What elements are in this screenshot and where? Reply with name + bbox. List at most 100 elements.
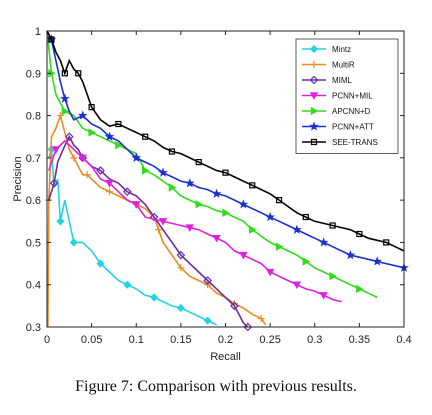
data-point (265, 211, 275, 222)
data-point (115, 140, 123, 150)
y-tick-label: 0.6 (26, 195, 41, 207)
x-axis-ticks: 0 0.05 0.1 0.15 0.2 0.25 0.3 0.35 0.4 (44, 31, 412, 346)
y-tick-label: 0.3 (26, 322, 41, 334)
x-tick-label: 0.35 (349, 334, 370, 346)
y-tick-label: 1 (35, 26, 41, 38)
data-point (123, 280, 132, 289)
data-point (239, 251, 248, 260)
x-tick-label: 0.15 (170, 334, 191, 346)
data-point (319, 292, 328, 300)
y-tick-label: 0.8 (26, 111, 41, 123)
legend-label: MIML (332, 76, 353, 85)
legend-marker (309, 44, 319, 54)
data-point (222, 169, 229, 176)
data-point (318, 237, 329, 247)
series-line (48, 134, 249, 328)
data-point (356, 284, 364, 294)
data-point (249, 182, 256, 189)
data-point (383, 239, 390, 246)
legend-label: PCNN+ATT (332, 123, 374, 132)
legend-marker (310, 106, 319, 116)
data-point (230, 301, 239, 311)
y-tick-label: 0.9 (26, 68, 41, 80)
y-axis-ticks: 0.3 0.4 0.5 0.6 0.7 0.8 0.9 1 (26, 26, 404, 334)
data-point (75, 70, 82, 77)
data-point (372, 256, 383, 266)
series-line (48, 149, 217, 326)
x-tick-label: 0.05 (81, 334, 102, 346)
data-point (345, 250, 356, 260)
data-point (222, 208, 230, 218)
x-tick-label: 0.25 (259, 334, 280, 346)
series-pcnn-att (46, 30, 409, 272)
data-point (88, 128, 96, 137)
data-point (203, 276, 212, 285)
data-point (302, 213, 309, 221)
data-point (177, 264, 185, 272)
legend-entry: MIML (302, 75, 353, 85)
data-point (176, 250, 186, 260)
data-point (131, 152, 142, 162)
data-point (211, 188, 222, 198)
legend-entry: SEE-TRANS (302, 138, 378, 147)
x-tick-label: 0 (44, 334, 50, 346)
data-point (105, 180, 114, 188)
data-point (292, 281, 302, 290)
data-point (195, 200, 204, 209)
data-point (329, 272, 337, 281)
y-tick-label: 0.4 (26, 280, 41, 292)
figure-caption: Figure 7: Comparison with previous resul… (75, 378, 357, 395)
data-point (88, 104, 95, 111)
legend-marker (309, 92, 319, 100)
legend-entry: Mintz (302, 44, 351, 54)
data-point (168, 148, 176, 155)
data-point (212, 234, 221, 243)
series-apcnn-d (46, 30, 378, 299)
data-point (96, 259, 105, 268)
series-miml (48, 132, 253, 332)
series-layer (45, 30, 409, 332)
data-point (195, 158, 202, 166)
data-point (249, 225, 257, 234)
data-point (257, 315, 265, 323)
data-point (132, 201, 141, 209)
data-point (70, 154, 78, 162)
series-line (46, 30, 378, 299)
data-point (275, 197, 283, 204)
legend-marker (309, 121, 319, 131)
legend-label: APCNN+D (332, 107, 371, 116)
y-tick-label: 0.7 (26, 153, 41, 165)
data-point (105, 188, 113, 196)
x-tick-label: 0.1 (129, 334, 144, 346)
series-see-trans (46, 30, 405, 252)
series-line (48, 139, 342, 303)
data-point (115, 120, 122, 128)
legend-entry: PCNN+ATT (302, 121, 374, 132)
data-point (142, 133, 149, 140)
data-point (48, 36, 55, 43)
legend: Mintz MultiR MIML PCNN+MIL APCNN+D PCNN+ATT SE… (295, 38, 399, 154)
data-point (77, 110, 88, 120)
legend-label: SEE-TRANS (332, 138, 378, 147)
x-tick-label: 0.4 (396, 334, 411, 346)
data-point (56, 217, 65, 226)
y-axis-label: Precision (12, 156, 24, 201)
series-mintz (47, 145, 217, 326)
precision-recall-chart: 0 0.05 0.1 0.15 0.2 0.25 0.3 0.35 0.4 0.3 0.4 0.5 0… (12, 26, 412, 363)
y-tick-label: 0.5 (26, 237, 41, 249)
data-point (329, 222, 336, 229)
legend-label: Mintz (332, 45, 351, 54)
legend-marker (309, 75, 319, 85)
x-axis-label: Recall (210, 351, 241, 363)
data-point (176, 303, 185, 313)
series-line (46, 30, 405, 252)
x-tick-label: 0.2 (218, 334, 233, 346)
data-point (155, 226, 163, 234)
data-point (356, 230, 363, 238)
data-point (61, 107, 70, 116)
data-point (83, 171, 91, 179)
data-point (104, 131, 115, 141)
legend-entry: MultiR (302, 61, 355, 70)
data-point (184, 178, 195, 188)
